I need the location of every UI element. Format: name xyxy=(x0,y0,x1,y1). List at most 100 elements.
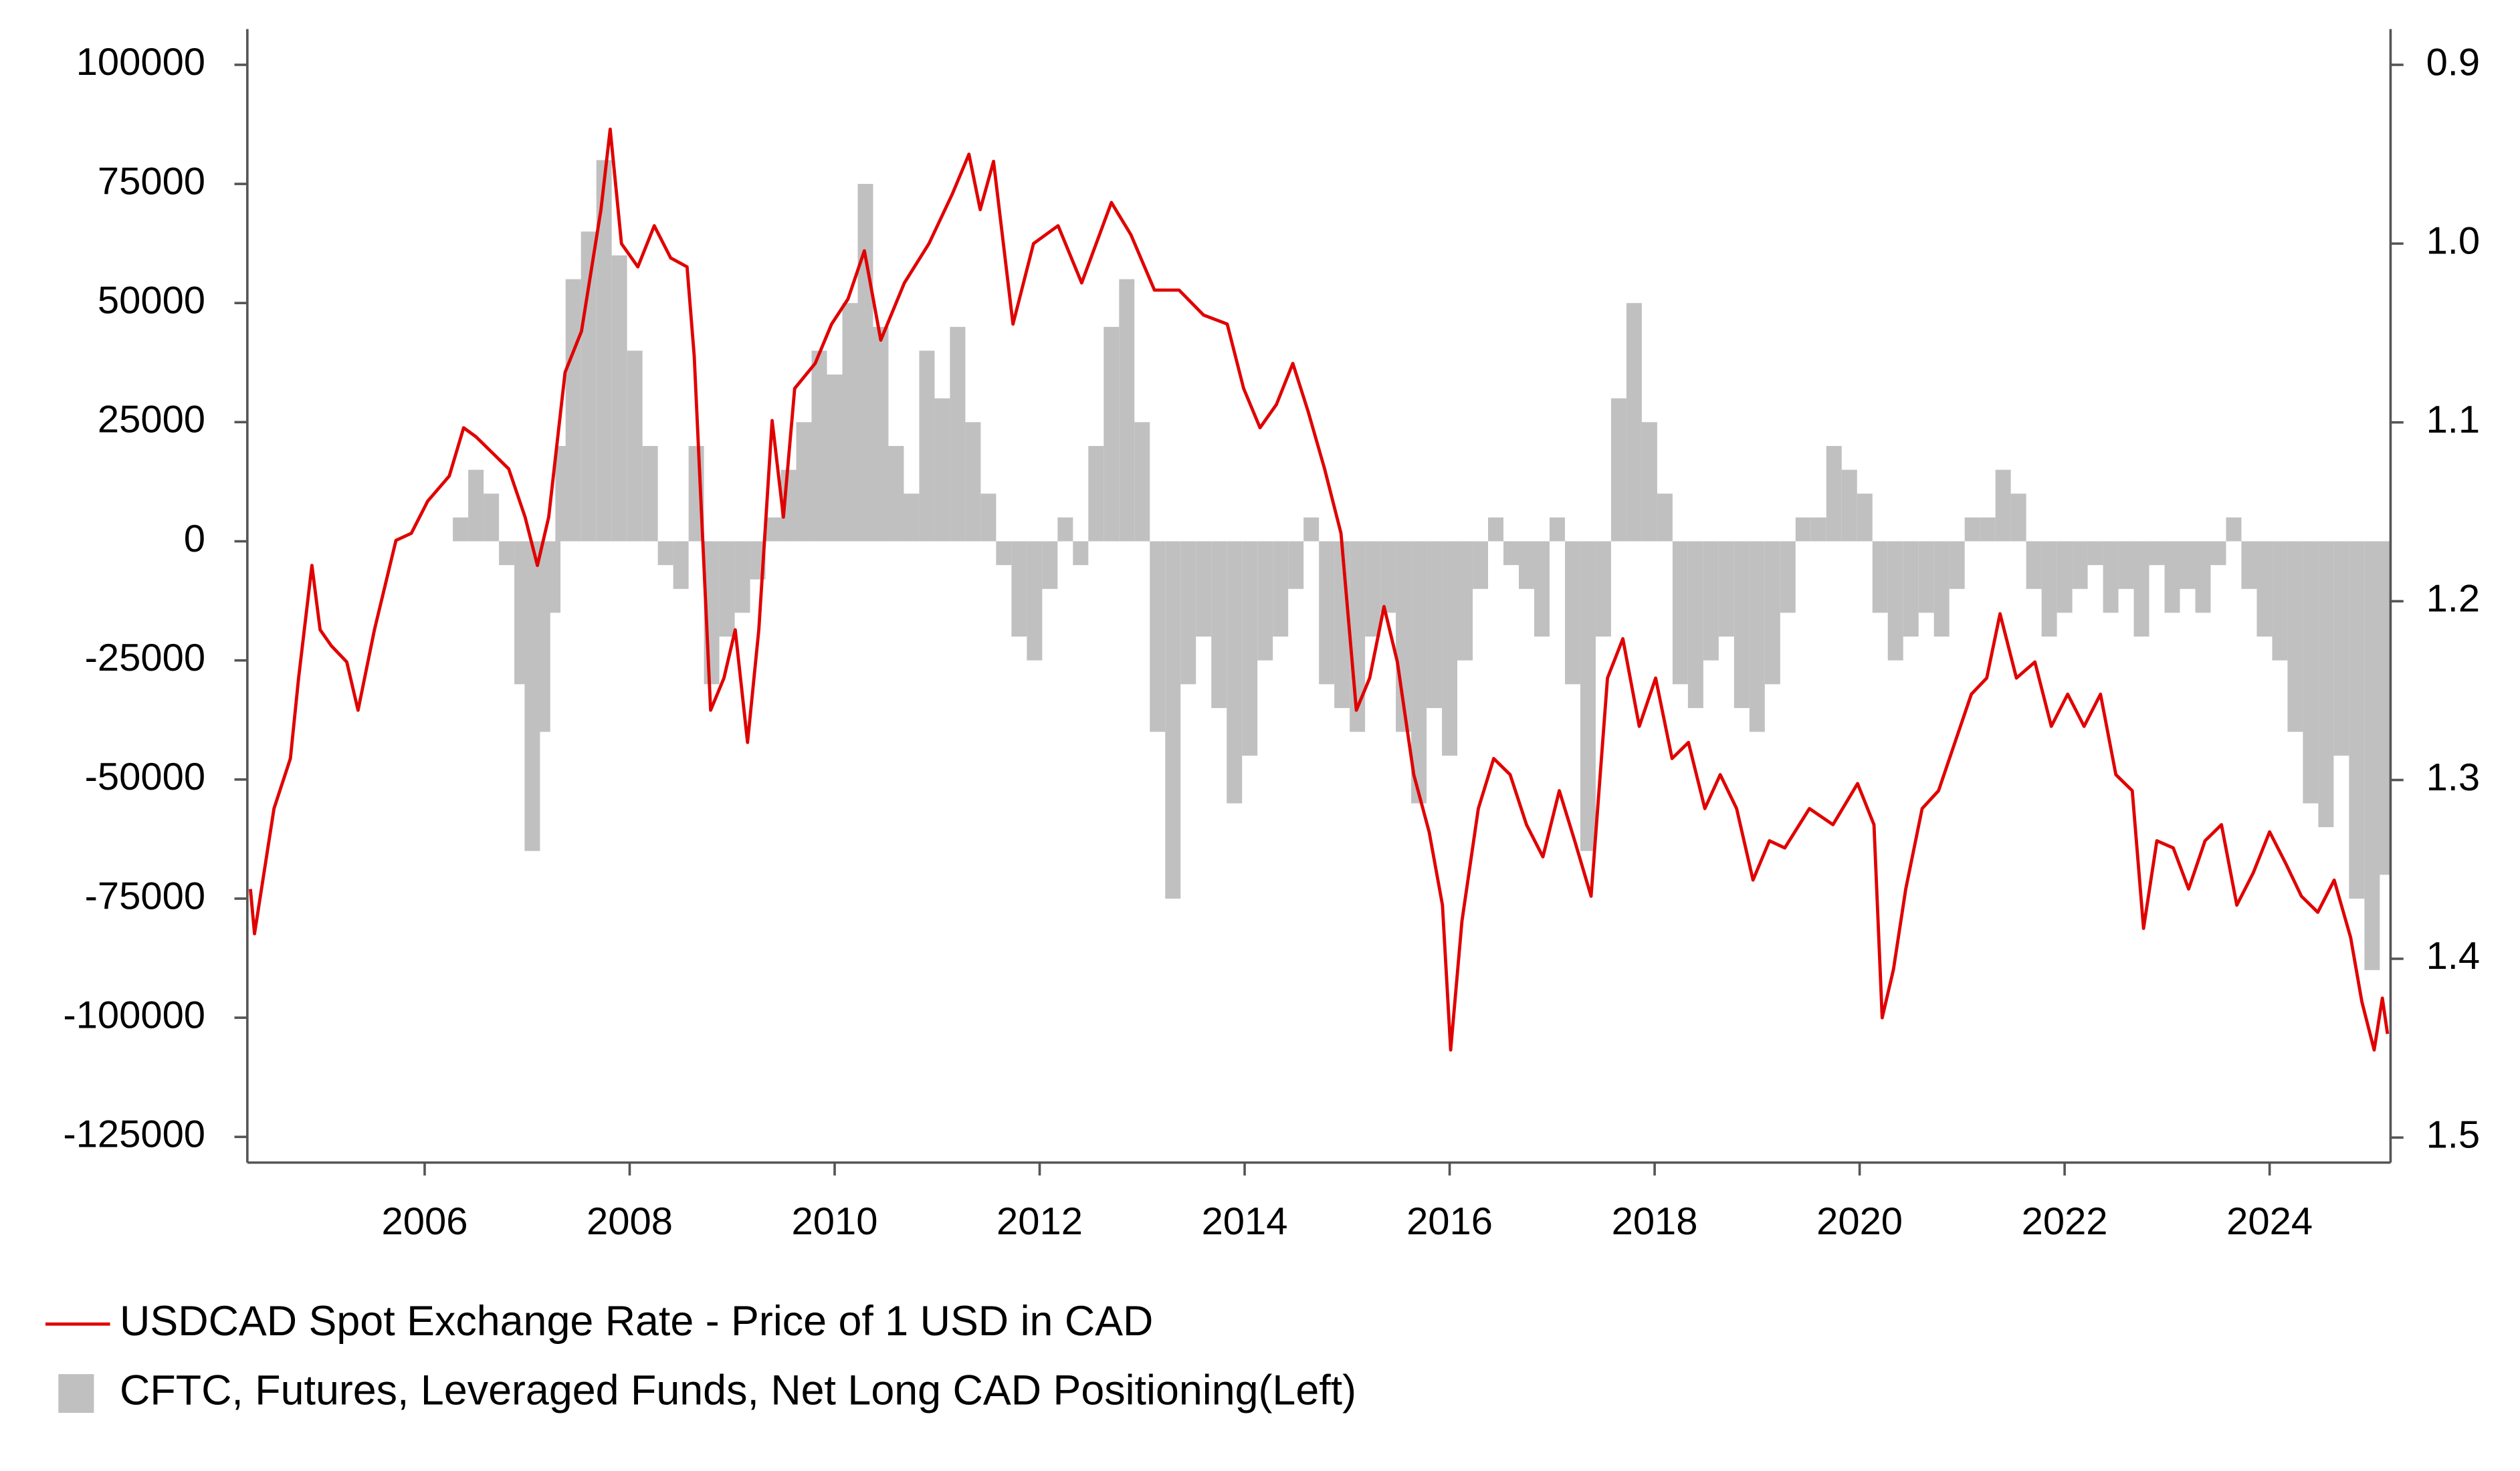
bar xyxy=(627,350,643,542)
bar xyxy=(1626,303,1642,542)
bar xyxy=(1826,445,1842,542)
y2-tick-label: 1.2 xyxy=(2426,577,2481,620)
bar xyxy=(1119,279,1135,542)
bar xyxy=(1518,541,1534,589)
bar xyxy=(1933,541,1950,637)
bar xyxy=(1027,541,1043,661)
y-tick-label: -125000 xyxy=(63,1113,205,1156)
bar xyxy=(934,398,950,542)
bar xyxy=(1196,541,1212,637)
bar xyxy=(545,541,561,613)
bar xyxy=(1288,541,1304,589)
bar xyxy=(1257,541,1273,661)
bar xyxy=(1411,541,1427,804)
bar xyxy=(1350,541,1366,732)
bar xyxy=(1057,517,1073,542)
bar xyxy=(1887,541,1903,661)
bar xyxy=(1718,541,1734,637)
x-tick-label: 2022 xyxy=(2022,1200,2108,1243)
bar xyxy=(1672,541,1688,685)
bar xyxy=(2256,541,2273,637)
legend-text: CFTC, Futures, Leveraged Funds, Net Long… xyxy=(120,1367,1356,1414)
bar xyxy=(811,350,827,542)
y-tick-label: -100000 xyxy=(63,994,205,1036)
bar xyxy=(1749,541,1765,732)
bar xyxy=(873,326,889,542)
axes: -125000 -100000 -75000 -50000 -25000 0 25000 50… xyxy=(45,29,2481,1414)
y2-tick-label: 1.3 xyxy=(2426,756,2481,799)
bar xyxy=(2118,541,2134,589)
bar xyxy=(2010,493,2026,542)
bar xyxy=(1042,541,1058,589)
bar xyxy=(565,279,581,542)
y-tick-label: 0 xyxy=(184,518,205,560)
bar xyxy=(2057,541,2073,613)
bar xyxy=(980,493,996,542)
bar xyxy=(1734,541,1750,708)
bar xyxy=(1427,541,1443,708)
bar xyxy=(796,422,812,542)
bar xyxy=(1073,541,1089,566)
y-tick-label: 100000 xyxy=(76,41,205,84)
bar xyxy=(2164,541,2180,613)
bar xyxy=(499,541,515,566)
bar xyxy=(1242,541,1258,756)
x-tick-label: 2008 xyxy=(587,1200,673,1243)
bar xyxy=(611,255,627,542)
bar xyxy=(1995,469,2011,542)
x-tick-label: 2014 xyxy=(1202,1200,1288,1243)
y2-tick-label: 1.4 xyxy=(2426,935,2481,978)
bar xyxy=(2103,541,2119,613)
bar xyxy=(2226,517,2242,542)
x-tick-label: 2024 xyxy=(2226,1200,2313,1243)
y-tick-label: -25000 xyxy=(85,637,205,679)
y2-tick-label: 1.5 xyxy=(2426,1114,2481,1157)
bar xyxy=(1580,541,1596,851)
bar xyxy=(919,350,935,542)
bar xyxy=(1473,541,1489,589)
bar xyxy=(1227,541,1243,804)
bar xyxy=(596,160,612,542)
bar xyxy=(2041,541,2057,637)
bar xyxy=(1380,541,1396,613)
bar xyxy=(2272,541,2288,661)
bar xyxy=(2133,541,2149,637)
bar xyxy=(1764,541,1780,685)
bar xyxy=(2303,541,2319,804)
y-tick-label: 50000 xyxy=(98,279,205,322)
x-tick-label: 2016 xyxy=(1406,1200,1493,1243)
bar xyxy=(1918,541,1934,613)
bar xyxy=(2374,541,2390,875)
bar xyxy=(2210,541,2226,566)
y2-tick-label: 1.1 xyxy=(2426,399,2481,441)
bar xyxy=(1534,541,1550,637)
y-tick-label: 75000 xyxy=(98,160,205,203)
bar xyxy=(1949,541,1965,589)
bar xyxy=(1211,541,1227,708)
bar xyxy=(1503,541,1519,566)
bar xyxy=(2241,541,2257,589)
bar xyxy=(827,374,843,542)
bar xyxy=(453,517,469,542)
x-tick-label: 2018 xyxy=(1612,1200,1698,1243)
bar xyxy=(1319,541,1335,685)
bar xyxy=(2026,541,2042,589)
bar xyxy=(1780,541,1796,613)
bar xyxy=(1687,541,1703,708)
y2-tick-label: 1.0 xyxy=(2426,220,2481,263)
bar xyxy=(657,541,673,566)
bar xyxy=(1549,517,1565,542)
bar xyxy=(2349,541,2365,899)
bar xyxy=(2287,541,2303,732)
x-tick-label: 2006 xyxy=(382,1200,468,1243)
bar xyxy=(1810,517,1826,542)
bar xyxy=(842,303,858,542)
x-tick-label: 2010 xyxy=(792,1200,878,1243)
bar xyxy=(1795,517,1811,542)
bar xyxy=(1273,541,1289,637)
bar xyxy=(1150,541,1166,732)
bar xyxy=(1104,326,1120,542)
bar xyxy=(2180,541,2196,589)
bar xyxy=(950,326,966,542)
